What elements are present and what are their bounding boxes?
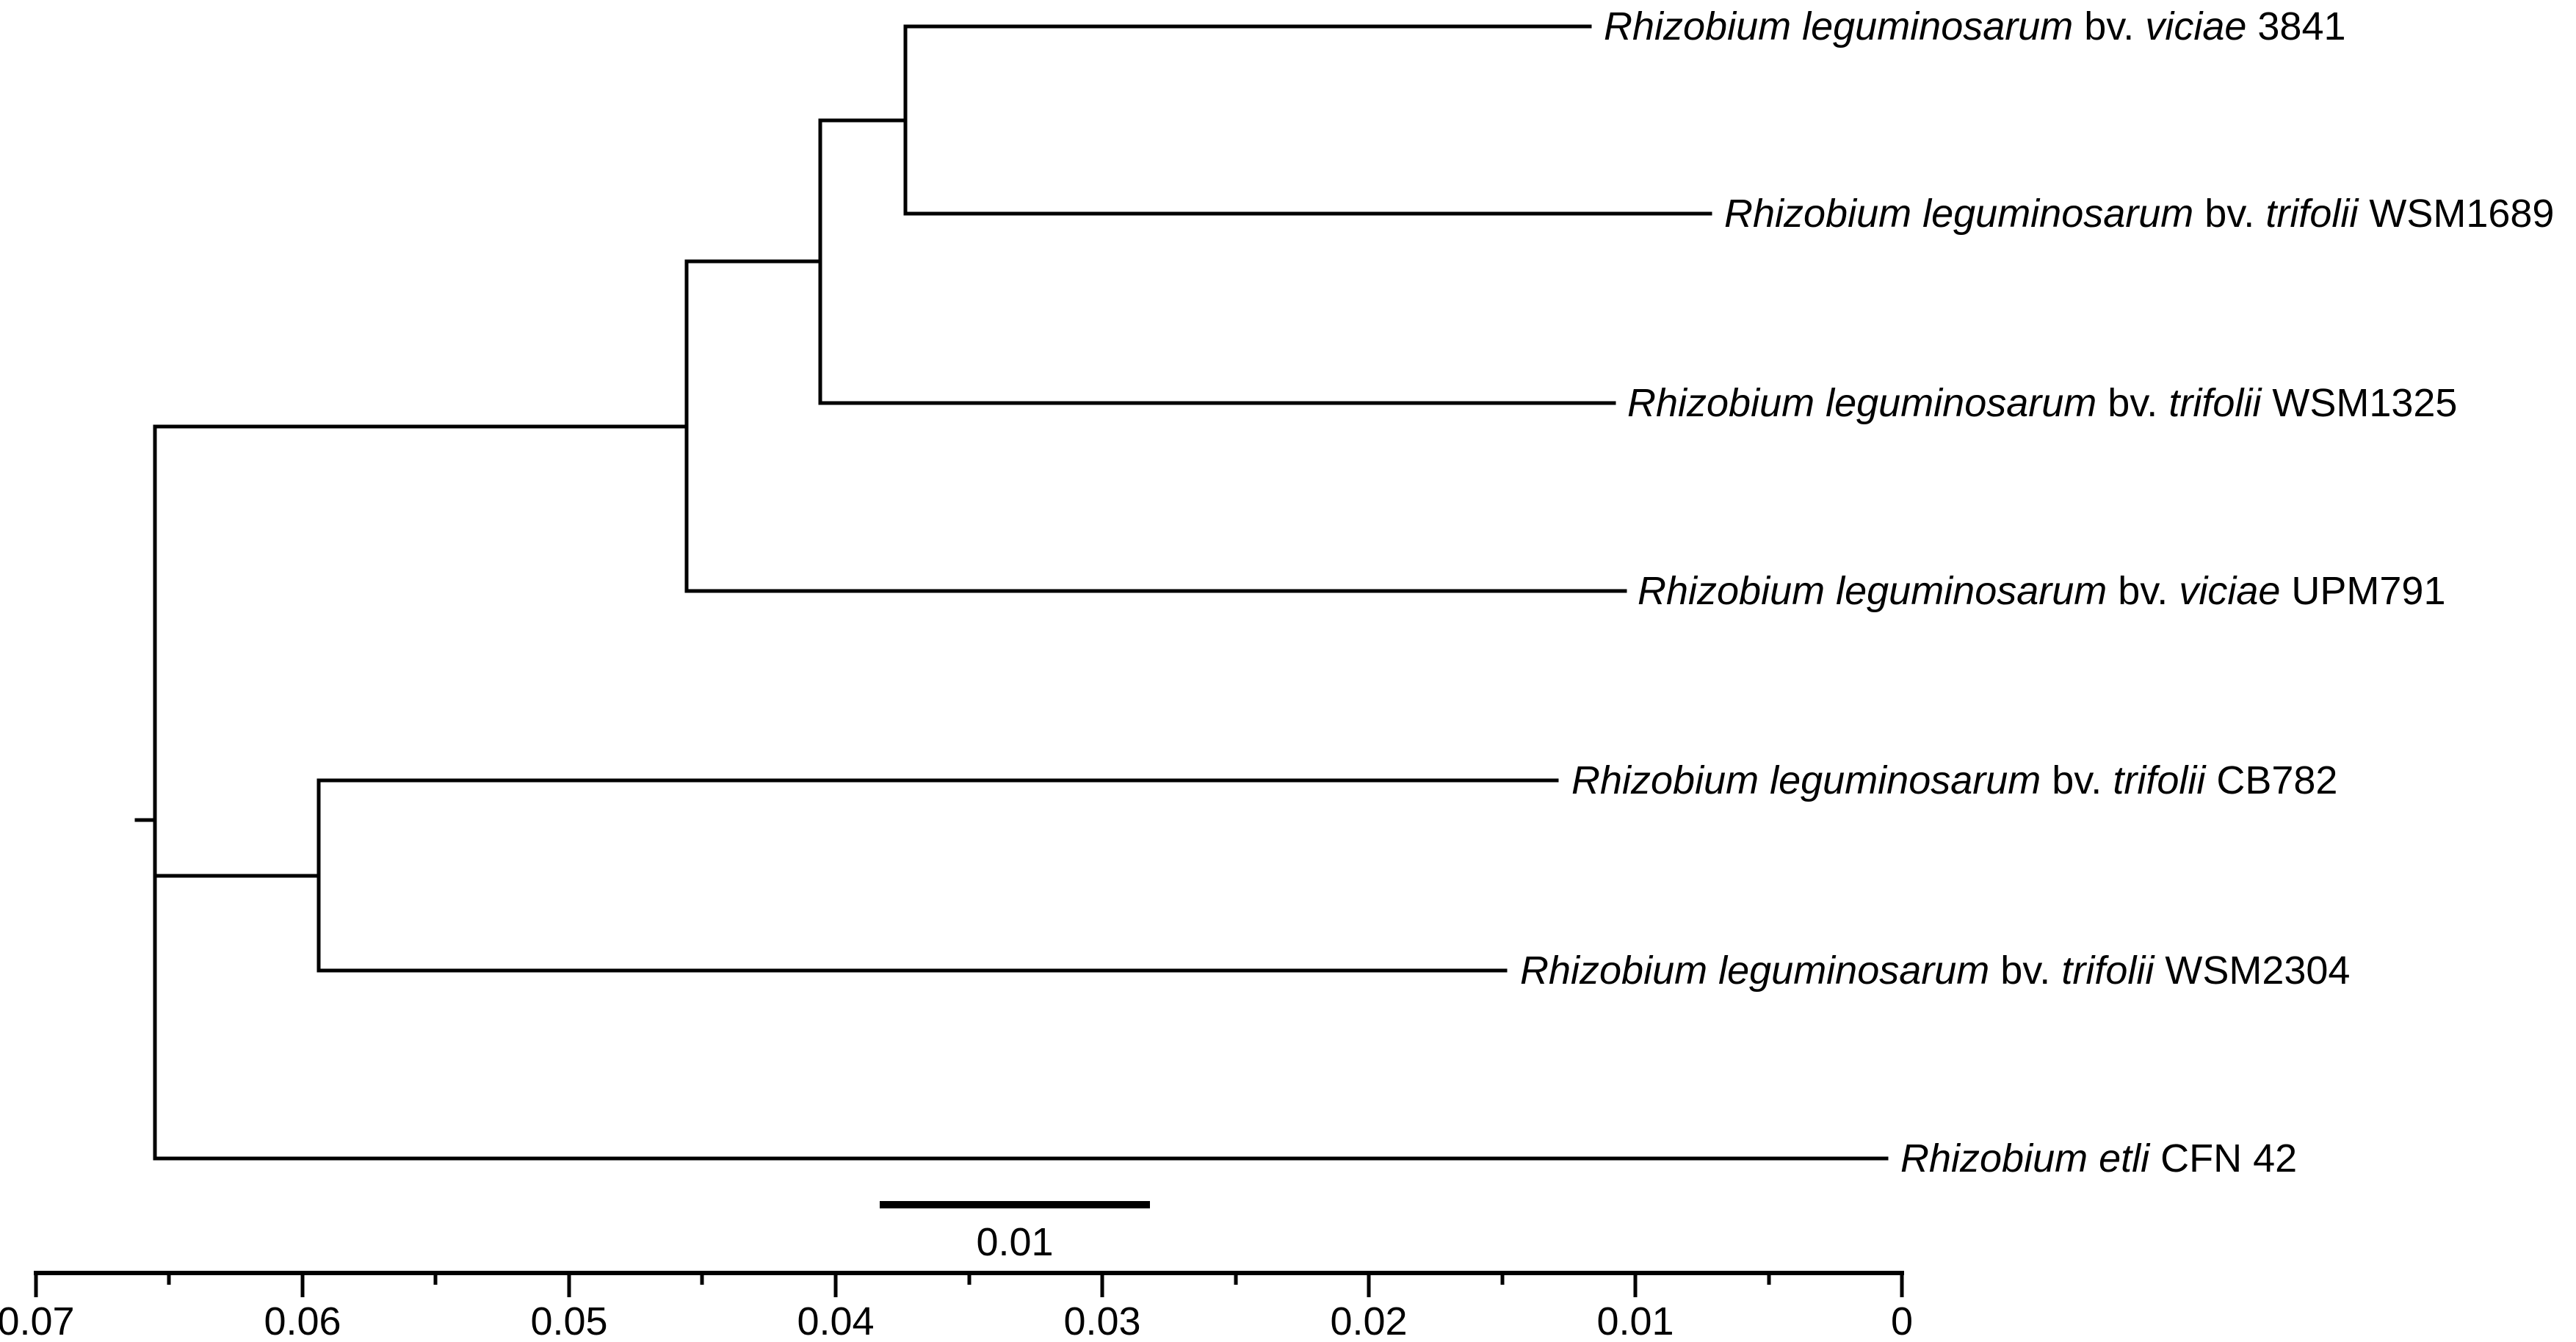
axis-tick-label-0.04: 0.04 [797, 1299, 874, 1342]
scale-bar-rule [880, 1201, 1150, 1208]
scale-bar-label: 0.01 [976, 1220, 1053, 1264]
taxon-label-rl-trifolii-cb782: Rhizobium leguminosarum bv. trifolii CB7… [1571, 758, 2337, 802]
axis-tick-label-0.07: 0.07 [0, 1299, 75, 1342]
taxon-label-rl-trifolii-wsm1689: Rhizobium leguminosarum bv. trifolii WSM… [1724, 192, 2554, 236]
scale-bar: 0.01 [880, 1201, 1150, 1264]
taxon-label-rl-trifolii-wsm1325: Rhizobium leguminosarum bv. trifolii WSM… [1627, 381, 2457, 425]
distance-axis: 0.07 0.06 0.05 0.04 0.03 0.02 0.01 0 [0, 1271, 1913, 1342]
axis-tick-label-0.05: 0.05 [530, 1299, 607, 1342]
taxon-labels: Rhizobium leguminosarum bv. viciae 3841 R… [1520, 4, 2554, 1180]
axis-tick-label-0: 0 [1891, 1299, 1913, 1342]
tree-branches [134, 24, 1889, 1161]
taxon-label-r-etli-cfn42: Rhizobium etli CFN 42 [1900, 1136, 2297, 1180]
axis-tick-label-0.06: 0.06 [264, 1299, 341, 1342]
axis-tick-label-0.03: 0.03 [1063, 1299, 1140, 1342]
taxon-label-rl-trifolii-wsm2304: Rhizobium leguminosarum bv. trifolii WSM… [1520, 949, 2350, 993]
taxon-label-rl-viciae-3841: Rhizobium leguminosarum bv. viciae 3841 [1604, 4, 2346, 48]
axis-tick-label-0.01: 0.01 [1596, 1299, 1674, 1342]
taxon-label-rl-viciae-upm791: Rhizobium leguminosarum bv. viciae UPM79… [1638, 569, 2446, 613]
axis-tick-label-0.02: 0.02 [1330, 1299, 1407, 1342]
